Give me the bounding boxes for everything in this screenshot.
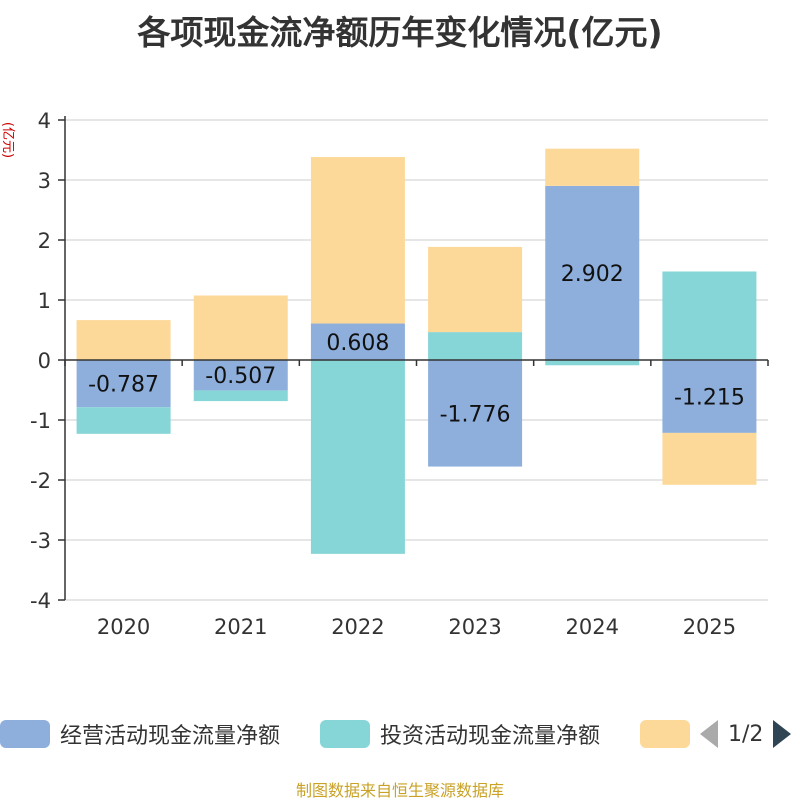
bar-2025-series-2 xyxy=(662,432,757,485)
bar-2022-series-1 xyxy=(310,360,405,554)
bar-2020-series-1 xyxy=(76,407,171,434)
y-tick-label: 2 xyxy=(38,229,51,253)
y-tick-label: 0 xyxy=(38,349,51,373)
x-tick-label: 2023 xyxy=(448,615,501,639)
data-label: -0.507 xyxy=(205,364,276,389)
chart-title: 各项现金流净额历年变化情况(亿元) xyxy=(137,13,663,52)
legend-prev-page-icon[interactable] xyxy=(700,720,718,748)
bar-2020-series-0 xyxy=(76,360,171,408)
legend-pager: 1/2 xyxy=(700,716,792,752)
x-tick-label: 2024 xyxy=(566,615,619,639)
axes: 4 3 2 1 0 -1 -2 -3 -4 2020 2021 2022 2023 2024 2025 xyxy=(30,109,769,639)
y-tick-label: 3 xyxy=(38,169,51,193)
bar-2023-series-2 xyxy=(428,246,523,333)
legend-swatch-operating xyxy=(0,720,50,748)
y-tick-label: -2 xyxy=(30,469,51,493)
legend-swatch-investing xyxy=(320,720,370,748)
bar-2024-series-0 xyxy=(545,185,640,360)
legend-item-investing[interactable]: 投资活动现金流量净额 xyxy=(320,716,600,752)
legend-item-operating[interactable]: 经营活动现金流量净额 xyxy=(0,716,280,752)
legend-label-investing: 投资活动现金流量净额 xyxy=(380,724,601,749)
bar-2021-series-0 xyxy=(193,360,288,391)
bar-2025-series-0 xyxy=(662,360,757,433)
y-tick-label: 1 xyxy=(38,289,51,313)
bars xyxy=(76,148,757,554)
bar-2023-series-0 xyxy=(428,360,523,467)
y-tick-label: -1 xyxy=(30,409,51,433)
y-tick-label: -3 xyxy=(30,529,51,553)
data-label: -1.215 xyxy=(674,385,745,410)
legend-swatch-financing xyxy=(640,720,690,748)
data-labels: -0.787 -0.507 0.608 -1.776 2.902 -1.215 xyxy=(88,262,745,427)
bar-2021-series-1 xyxy=(193,390,288,402)
grid-lines xyxy=(65,119,768,601)
x-tick-label: 2022 xyxy=(331,615,384,639)
legend-item-financing[interactable] xyxy=(640,716,700,752)
legend-page-indicator: 1/2 xyxy=(728,721,764,747)
y-tick-label: 4 xyxy=(38,109,51,133)
legend: 经营活动现金流量净额 投资活动现金流量净额 1/2 xyxy=(0,716,800,756)
bar-2024-series-2 xyxy=(545,148,640,186)
y-tick-label: -4 xyxy=(30,589,51,613)
bar-2025-series-1 xyxy=(662,271,757,360)
legend-label-operating: 经营活动现金流量净额 xyxy=(60,724,281,749)
bar-2021-series-2 xyxy=(193,295,288,360)
chart-area: 4 3 2 1 0 -1 -2 -3 -4 2020 2021 2022 2023 2024 2025 -0… xyxy=(0,109,769,639)
data-label: -1.776 xyxy=(440,402,511,427)
y-axis-title: (亿元) xyxy=(0,122,15,158)
data-label: -0.787 xyxy=(88,373,159,398)
source-note: 制图数据来自恒生聚源数据库 xyxy=(295,781,504,800)
bar-2024-series-1 xyxy=(545,360,640,366)
bar-2022-series-2 xyxy=(310,157,405,324)
x-tick-label: 2025 xyxy=(683,615,736,639)
bar-2022-series-0 xyxy=(310,323,405,360)
bar-2020-series-2 xyxy=(76,320,171,360)
x-tick-label: 2021 xyxy=(214,615,267,639)
x-tick-label: 2020 xyxy=(97,615,150,639)
data-label: 2.902 xyxy=(561,262,624,287)
bar-2023-series-1 xyxy=(428,332,523,360)
data-label: 0.608 xyxy=(326,331,389,356)
legend-next-page-icon[interactable] xyxy=(773,720,792,748)
